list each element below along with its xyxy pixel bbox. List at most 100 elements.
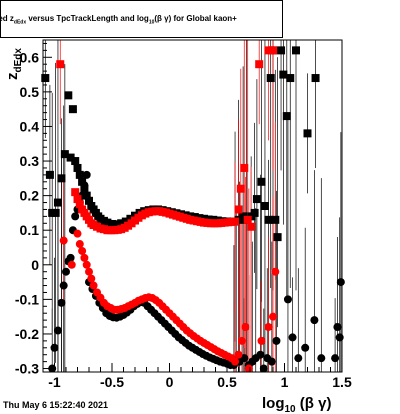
red-square-point xyxy=(71,188,80,197)
y-tick-label: -0.2 xyxy=(15,326,39,342)
red-circle-point xyxy=(78,246,87,255)
black-circle-point xyxy=(288,333,297,342)
black-square-point xyxy=(282,112,291,121)
y-axis-label: zdEdx xyxy=(4,48,24,80)
y-tick-label: 0.5 xyxy=(20,84,40,100)
black-square-point xyxy=(126,214,135,223)
black-square-point xyxy=(279,70,288,79)
black-square-point xyxy=(73,163,82,172)
black-square-point xyxy=(82,191,91,200)
black-square-point xyxy=(78,177,87,186)
black-square-point xyxy=(250,208,259,217)
black-circle-point xyxy=(317,354,326,363)
black-circle-point xyxy=(66,253,75,262)
black-square-point xyxy=(286,74,295,83)
red-square-point xyxy=(231,217,240,226)
black-square-point xyxy=(260,202,269,210)
black-circle-point xyxy=(333,323,342,332)
y-tick-label: 0.4 xyxy=(20,118,40,134)
red-circle-point xyxy=(237,336,246,345)
red-circle-point xyxy=(271,267,280,276)
red-square-point xyxy=(247,222,256,231)
x-axis-label-sub: 10 xyxy=(285,404,297,414)
x-tick-label: 1.5 xyxy=(332,374,352,390)
red-circle-point xyxy=(87,274,96,283)
black-square-point xyxy=(252,195,261,204)
black-square-point xyxy=(303,129,312,138)
title-tail: (β γ) for Global kaon+ xyxy=(154,14,237,23)
title-sub-dedx: dEdx xyxy=(13,19,27,26)
black-circle-point xyxy=(53,326,62,335)
black-square-point xyxy=(60,150,69,159)
y-tick-label: -0.3 xyxy=(15,361,39,377)
red-square-point xyxy=(264,46,273,55)
black-square-point xyxy=(66,153,75,162)
black-square-point xyxy=(108,219,116,228)
black-square-point xyxy=(292,46,300,55)
red-square-point xyxy=(73,195,82,204)
title-mid: versus TpcTrackLength and log xyxy=(26,14,149,23)
red-circle-point xyxy=(75,240,84,249)
black-circle-point xyxy=(272,336,281,345)
black-square-point xyxy=(64,91,73,100)
x-axis-label-tail: (β γ) xyxy=(296,395,332,412)
red-circle-point xyxy=(257,336,266,345)
black-square-point xyxy=(117,219,126,228)
black-square-point xyxy=(71,157,80,166)
black-square-point xyxy=(53,198,62,207)
black-circle-point xyxy=(82,170,91,179)
black-square-point xyxy=(257,177,266,186)
timestamp: Thu May 6 15:22:40 2021 xyxy=(3,400,109,410)
red-square-point xyxy=(255,60,264,69)
red-circle-point xyxy=(80,253,89,262)
x-axis-label: log10 (β γ) xyxy=(262,395,331,414)
red-circle-point xyxy=(269,312,277,321)
y-axis-label-sub: dEdx xyxy=(13,48,24,73)
red-square-point xyxy=(236,184,245,193)
x-tick-label: -0.5 xyxy=(100,374,124,390)
x-tick-label: -1 xyxy=(48,374,61,390)
black-circle-point xyxy=(57,298,66,307)
x-tick-label: 0.5 xyxy=(217,374,237,390)
red-circle-point xyxy=(89,281,98,290)
black-square-point xyxy=(57,174,66,183)
black-circle-point xyxy=(331,354,340,363)
black-square-point xyxy=(75,170,84,179)
black-square-point xyxy=(68,105,77,114)
black-square-point xyxy=(85,196,93,205)
red-circle-point xyxy=(231,357,240,366)
red-circle-point xyxy=(67,260,76,269)
red-circle-point xyxy=(82,260,91,269)
red-circle-point xyxy=(241,323,250,332)
black-circle-point xyxy=(267,357,276,366)
black-square-point xyxy=(112,220,121,229)
y-tick-label: 0.1 xyxy=(20,222,40,238)
x-axis-label-main: log xyxy=(262,395,285,412)
black-square-point xyxy=(103,218,112,227)
red-circle-point xyxy=(85,267,93,276)
black-square-point xyxy=(271,215,280,224)
title-sub-10: 10 xyxy=(148,19,155,26)
black-circle-point xyxy=(301,343,310,352)
black-square-point xyxy=(273,233,282,242)
black-circle-point xyxy=(336,278,345,287)
red-square-point xyxy=(240,163,249,172)
black-square-point xyxy=(121,217,130,226)
y-tick-label: 0 xyxy=(31,257,39,273)
black-circle-point xyxy=(283,295,292,304)
red-circle-point xyxy=(264,323,273,332)
red-circle-point xyxy=(244,364,253,373)
red-circle-point xyxy=(234,350,243,359)
black-square-point xyxy=(311,74,320,83)
y-tick-label: 0.6 xyxy=(20,49,40,65)
red-square-point xyxy=(269,46,277,55)
axes: -1 -0.5 0 0.5 1 1.5 -0.3 -0.2 -0.1 0 0.1 0.2 0.3 0.4 0… xyxy=(15,42,352,390)
black-square-point xyxy=(264,215,273,224)
data-points xyxy=(41,46,345,373)
black-square-point xyxy=(45,170,54,179)
red-square-point xyxy=(56,60,65,69)
black-circle-point xyxy=(310,316,319,325)
y-tick-label: -0.1 xyxy=(15,291,39,307)
black-circle-point xyxy=(62,267,70,276)
